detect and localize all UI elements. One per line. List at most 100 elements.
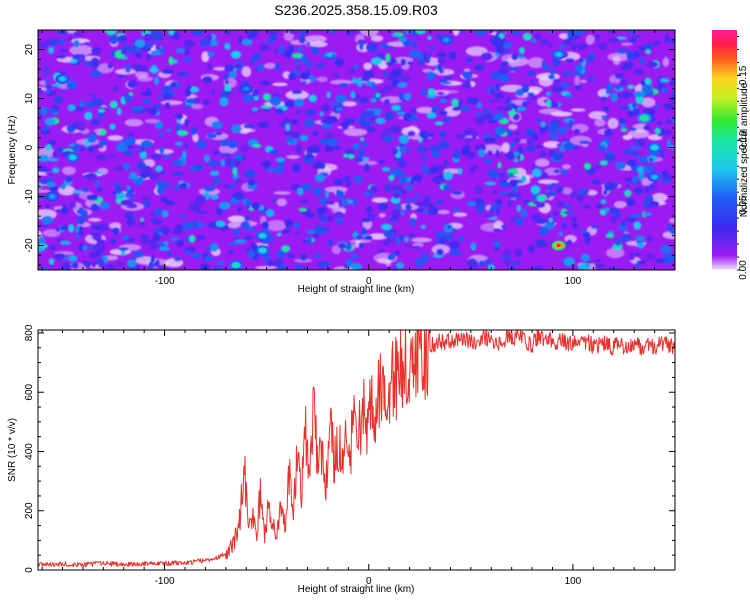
spectrogram-noise-blob (390, 209, 401, 216)
spectrogram-noise-blob (574, 84, 582, 91)
spectrogram-noise-blob (634, 263, 641, 268)
spectrogram-noise-blob (205, 34, 213, 42)
spectrogram-noise-blob (327, 138, 339, 147)
spectrogram-noise-blob (228, 242, 237, 246)
spectrogram-noise-blob (616, 36, 627, 40)
spectrogram-noise-blob (498, 67, 508, 75)
spectrogram-noise-blob (369, 184, 379, 193)
spectrogram-noise-blob (219, 201, 231, 210)
spectrogram-noise-blob (68, 223, 75, 233)
spectrogram-noise-blob (548, 41, 553, 48)
spectrogram-noise-blob (436, 52, 447, 58)
spectrogram-noise-blob (505, 151, 515, 160)
spectrogram-noise-blob (334, 58, 345, 67)
spectrogram-noise-blob (631, 34, 642, 39)
spectrogram-noise-blob (345, 242, 352, 251)
spectrogram-noise-blob (150, 254, 156, 263)
spectrogram-noise-blob (513, 137, 522, 143)
spectrogram-noise-blob (384, 111, 394, 121)
spectrogram-ridge (304, 35, 327, 43)
spectrogram-ridge (317, 76, 328, 83)
colorbar-scale (712, 30, 737, 270)
spectrogram-noise-blob (516, 154, 522, 161)
spectrogram-noise-blob (667, 224, 673, 233)
spectrogram-noise-blob (660, 170, 669, 175)
spectrogram-noise-blob (562, 71, 575, 76)
spectrogram-noise-blob (216, 260, 226, 265)
spectrogram-noise-blob (608, 266, 613, 270)
spectrogram-noise-blob (38, 42, 49, 49)
spectrogram-ridge (580, 79, 587, 84)
spectrogram-noise-blob (297, 47, 304, 52)
spectrogram-noise-blob (316, 207, 328, 215)
spectrogram-noise-blob (48, 185, 59, 193)
spectrogram-noise-blob (629, 127, 637, 132)
spectrogram-noise-blob (387, 253, 396, 261)
spectrogram-noise-blob (251, 88, 260, 97)
spectrogram-noise-blob (595, 37, 600, 42)
spectrogram-noise-blob (248, 249, 255, 258)
spectrogram-noise-blob (120, 49, 127, 55)
spectrogram-noise-blob (437, 64, 443, 71)
spectrogram-noise-blob (140, 217, 145, 222)
spectrogram-noise-blob (275, 250, 286, 259)
spectrogram-noise-blob (146, 88, 151, 97)
spectrogram-noise-blob (167, 252, 172, 257)
spectrogram-noise-blob (608, 30, 617, 34)
spectrogram-noise-blob (333, 178, 344, 186)
spectrogram-noise-blob (172, 159, 183, 166)
spectrogram-noise-blob (513, 158, 519, 163)
spectrogram-noise-blob (148, 241, 158, 250)
spectrogram-noise-blob (90, 70, 102, 78)
spectrogram-noise-blob (140, 140, 153, 148)
spectrogram-noise-blob (155, 165, 163, 172)
spectrogram-noise-blob (124, 137, 135, 144)
spectrogram-noise-blob (522, 199, 531, 204)
spectrogram-noise-blob (526, 137, 536, 145)
spectrogram-noise-blob (495, 206, 501, 215)
spectrogram-ridge (265, 220, 287, 231)
spectrogram-noise-blob (392, 192, 401, 199)
spectrogram-noise-blob (637, 242, 645, 249)
spectrogram-noise-blob (153, 233, 161, 242)
spectrogram-noise-blob (295, 264, 302, 270)
spectrogram-noise-blob (554, 136, 559, 141)
spectrogram-noise-blob (438, 140, 450, 149)
spectrogram-noise-blob (656, 121, 663, 125)
spectrogram-ridge (191, 103, 203, 110)
spectrogram-noise-blob (480, 54, 490, 60)
spectrogram-noise-blob (137, 220, 146, 228)
spectrogram-ridge (411, 237, 432, 243)
spectrogram-ridge (42, 229, 61, 238)
spectrogram-noise-blob (161, 210, 169, 218)
spectrogram-noise-blob (583, 204, 591, 209)
spectrogram-noise-blob (375, 117, 386, 125)
spectrogram-noise-blob (423, 195, 430, 202)
spectrogram-noise-blob (449, 249, 462, 256)
spectrogram-noise-blob (350, 91, 356, 99)
spectrogram-noise-blob (158, 241, 163, 247)
spectrogram-noise-blob (386, 237, 398, 243)
snr-frame (37, 329, 676, 571)
spectrogram-noise-blob (52, 149, 59, 159)
spectrogram-noise-blob (93, 242, 106, 252)
spectrogram-noise-blob (634, 252, 641, 257)
spectrogram-noise-blob (243, 124, 256, 129)
spectrogram-noise-blob (231, 124, 242, 134)
spectrogram-noise-blob (272, 260, 281, 266)
spectrogram-noise-blob (459, 235, 465, 242)
spectrogram-noise-blob (549, 69, 557, 75)
spectrogram-noise-blob (263, 166, 268, 170)
spectrogram-noise-blob (391, 33, 401, 37)
spectrogram-noise-blob (299, 72, 311, 80)
spectrogram-noise-blob (309, 76, 317, 82)
spectrogram-noise-blob (83, 174, 92, 178)
spectrogram-noise-blob (548, 74, 555, 80)
spectrogram-noise-blob (600, 96, 608, 102)
spectrogram-noise-blob (385, 53, 391, 62)
spectrogram-noise-blob (597, 42, 608, 50)
y-tick-label: 0 (24, 567, 35, 573)
spectrogram-noise-blob (45, 86, 53, 90)
spectrogram-noise-blob (154, 121, 164, 129)
spectrogram-noise-blob (669, 82, 675, 86)
